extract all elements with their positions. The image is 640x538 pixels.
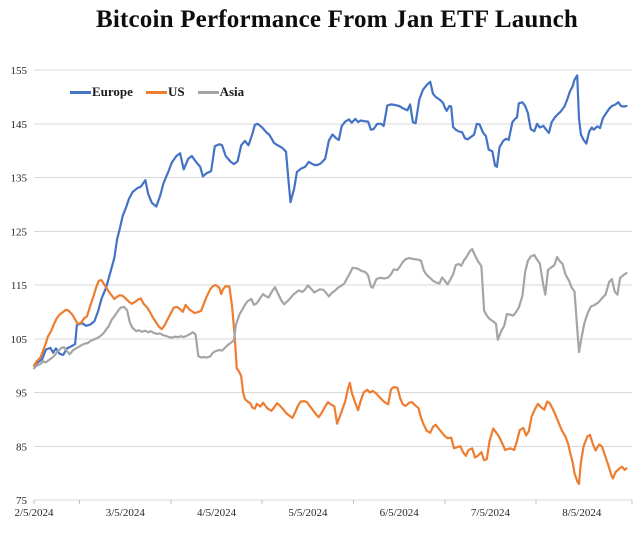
- y-axis-tick-label: 75: [16, 495, 28, 507]
- x-axis-tick-label: 3/5/2024: [106, 507, 146, 519]
- legend-label-us: US: [167, 84, 185, 99]
- us-line-swatch-icon: [145, 90, 167, 94]
- x-axis-tick-label: 7/5/2024: [471, 507, 511, 519]
- y-axis-tick-label: 105: [11, 334, 28, 346]
- y-axis-tick-label: 85: [16, 441, 28, 453]
- legend-item-us: US: [145, 84, 185, 100]
- asia-line-swatch-icon: [197, 90, 219, 94]
- x-axis-tick-label: 8/5/2024: [562, 507, 602, 519]
- x-axis-tick-label: 6/5/2024: [380, 507, 420, 519]
- legend-label-asia: Asia: [219, 84, 245, 99]
- y-axis-tick-label: 95: [16, 388, 28, 400]
- y-axis-tick-label: 155: [11, 65, 28, 77]
- chart-title: Bitcoin Performance From Jan ETF Launch: [95, 6, 579, 33]
- x-axis-tick-label: 2/5/2024: [14, 507, 54, 519]
- y-axis-tick-label: 125: [11, 226, 28, 238]
- legend-item-europe: Europe: [70, 84, 133, 100]
- legend-label-europe: Europe: [92, 84, 133, 99]
- legend-item-asia: Asia: [197, 84, 245, 100]
- series-line-asia: [32, 247, 628, 370]
- series-line-us: [32, 279, 628, 485]
- series-line-europe: [32, 74, 628, 367]
- europe-line-swatch-icon: [70, 90, 91, 94]
- x-axis-tick-label: 5/5/2024: [288, 507, 328, 519]
- legend: Europe US Asia: [70, 84, 244, 100]
- x-axis-tick-label: 4/5/2024: [197, 507, 237, 519]
- y-axis-tick-label: 135: [11, 173, 28, 185]
- y-axis-tick-label: 145: [11, 119, 28, 131]
- y-axis-tick-label: 115: [11, 280, 28, 292]
